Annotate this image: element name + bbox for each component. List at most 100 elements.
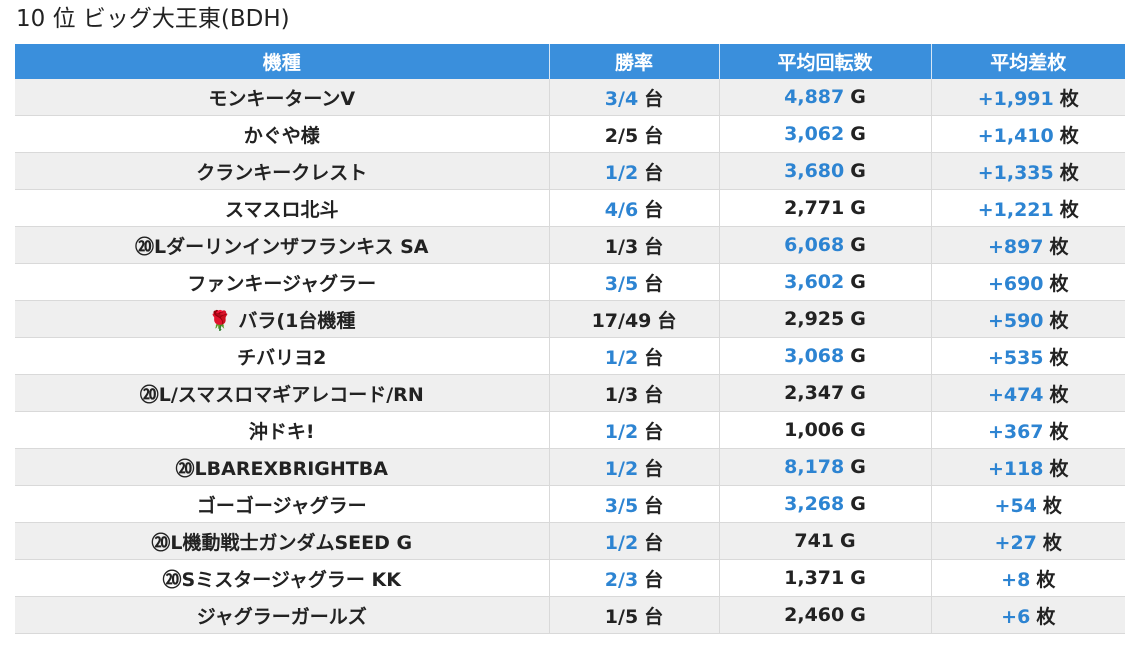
avg-spins-link[interactable]: 8,178 (784, 456, 845, 478)
avg-diff-cell: +8 枚 (931, 559, 1125, 597)
avg-diff-link[interactable]: +474 (987, 383, 1044, 406)
avg-diff-link[interactable]: +535 (987, 346, 1044, 369)
avg-spins-link[interactable]: 3,680 (784, 160, 845, 182)
avg-diff-link[interactable]: +690 (987, 272, 1044, 295)
table-row: クランキークレスト 1/2 台 3,680 G +1,335 枚 (15, 152, 1125, 190)
win-rate-cell: 2/3 台 (549, 559, 720, 597)
avg-spins-link[interactable]: 3,268 (784, 493, 845, 515)
avg-diff-cell: +474 枚 (931, 374, 1125, 412)
avg-spins-cell: 2,925 G (719, 300, 932, 338)
win-rate-link[interactable]: 1/2 (604, 346, 639, 369)
avg-diff-link[interactable]: +1,410 (977, 124, 1054, 147)
avg-spins-unit: G (850, 382, 866, 404)
win-rate-link[interactable]: 3/4 (604, 87, 639, 110)
avg-spins-cell: 1,371 G (719, 559, 932, 597)
avg-diff-link[interactable]: +367 (987, 420, 1044, 443)
avg-diff-cell: +897 枚 (931, 226, 1125, 264)
win-rate-link[interactable]: 3/5 (604, 494, 639, 517)
machine-ranking-table: 機種 勝率 平均回転数 平均差枚 モンキーターンV 3/4 台 4,887 G +1,99… (15, 44, 1125, 634)
avg-diff-cell: +1,410 枚 (931, 115, 1125, 153)
avg-spins-cell: 3,062 G (719, 115, 932, 153)
machine-name: ⑳Sミスタージャグラー KK (15, 559, 550, 597)
machine-name: ジャグラーガールズ (15, 596, 550, 634)
table-row: モンキーターンV 3/4 台 4,887 G +1,991 枚 (15, 79, 1125, 116)
avg-diff-cell: +54 枚 (931, 485, 1125, 523)
avg-spins-unit: G (850, 493, 866, 515)
header-avg-diff[interactable]: 平均差枚 (931, 44, 1125, 79)
avg-diff-cell: +590 枚 (931, 300, 1125, 338)
avg-spins-link[interactable]: 3,602 (784, 271, 845, 293)
win-rate-value: 17/49 (591, 309, 652, 332)
machine-name: スマスロ北斗 (15, 189, 550, 227)
avg-diff-unit: 枚 (1059, 198, 1079, 221)
avg-spins-unit: G (850, 456, 866, 478)
win-rate-unit: 台 (644, 605, 664, 628)
avg-diff-link[interactable]: +118 (987, 457, 1044, 480)
avg-spins-link[interactable]: 4,887 (784, 86, 845, 108)
win-rate-unit: 台 (657, 309, 677, 332)
table-row: ⑳LBAREXBRIGHTBA 1/2 台 8,178 G +118 枚 (15, 448, 1125, 486)
avg-spins-cell: 3,680 G (719, 152, 932, 190)
avg-diff-unit: 枚 (1059, 124, 1079, 147)
table-row: ⑳Sミスタージャグラー KK 2/3 台 1,371 G +8 枚 (15, 559, 1125, 597)
win-rate-unit: 台 (644, 87, 664, 110)
avg-diff-link[interactable]: +8 (1001, 568, 1031, 591)
avg-diff-unit: 枚 (1042, 494, 1062, 517)
avg-diff-link[interactable]: +27 (994, 531, 1037, 554)
table-header-row: 機種 勝率 平均回転数 平均差枚 (15, 44, 1125, 79)
avg-spins-cell: 2,460 G (719, 596, 932, 634)
avg-spins-cell: 6,068 G (719, 226, 932, 264)
win-rate-cell: 3/5 台 (549, 485, 720, 523)
win-rate-cell: 1/3 台 (549, 226, 720, 264)
win-rate-link[interactable]: 1/2 (604, 161, 639, 184)
avg-diff-link[interactable]: +897 (987, 235, 1044, 258)
header-win-rate[interactable]: 勝率 (549, 44, 720, 79)
avg-diff-cell: +118 枚 (931, 448, 1125, 486)
avg-spins-unit: G (850, 160, 866, 182)
avg-diff-unit: 枚 (1049, 346, 1069, 369)
win-rate-unit: 台 (644, 568, 664, 591)
avg-diff-link[interactable]: +1,991 (977, 87, 1054, 110)
machine-name: ⑳LBAREXBRIGHTBA (15, 448, 550, 486)
machine-name: クランキークレスト (15, 152, 550, 190)
win-rate-link[interactable]: 1/2 (604, 420, 639, 443)
win-rate-link[interactable]: 3/5 (604, 272, 639, 295)
header-machine[interactable]: 機種 (15, 44, 550, 79)
win-rate-unit: 台 (644, 531, 664, 554)
win-rate-link[interactable]: 1/2 (604, 531, 639, 554)
avg-diff-cell: +535 枚 (931, 337, 1125, 375)
avg-spins-cell: 741 G (719, 522, 932, 560)
avg-diff-link[interactable]: +1,335 (977, 161, 1054, 184)
avg-spins-link[interactable]: 3,068 (784, 345, 845, 367)
avg-spins-value: 2,771 (784, 197, 845, 219)
avg-diff-link[interactable]: +6 (1001, 605, 1031, 628)
avg-spins-value: 2,460 (784, 604, 845, 626)
win-rate-unit: 台 (644, 198, 664, 221)
avg-diff-unit: 枚 (1049, 309, 1069, 332)
avg-diff-cell: +367 枚 (931, 411, 1125, 449)
avg-diff-unit: 枚 (1059, 87, 1079, 110)
win-rate-unit: 台 (644, 161, 664, 184)
avg-diff-unit: 枚 (1059, 161, 1079, 184)
avg-diff-unit: 枚 (1036, 605, 1056, 628)
machine-name: 沖ドキ! (15, 411, 550, 449)
avg-spins-cell: 3,068 G (719, 337, 932, 375)
avg-diff-unit: 枚 (1049, 383, 1069, 406)
avg-spins-link[interactable]: 3,062 (784, 123, 845, 145)
avg-diff-unit: 枚 (1036, 568, 1056, 591)
header-avg-spins[interactable]: 平均回転数 (719, 44, 932, 79)
table-row: スマスロ北斗 4/6 台 2,771 G +1,221 枚 (15, 189, 1125, 227)
machine-name: 🌹 バラ(1台機種 (15, 300, 550, 338)
win-rate-cell: 3/5 台 (549, 263, 720, 301)
avg-diff-link[interactable]: +54 (994, 494, 1037, 517)
avg-diff-link[interactable]: +590 (987, 309, 1044, 332)
avg-diff-link[interactable]: +1,221 (977, 198, 1054, 221)
win-rate-link[interactable]: 1/2 (604, 457, 639, 480)
avg-spins-link[interactable]: 6,068 (784, 234, 845, 256)
win-rate-value: 2/5 (604, 124, 639, 147)
win-rate-link[interactable]: 4/6 (604, 198, 639, 221)
avg-spins-cell: 2,771 G (719, 189, 932, 227)
avg-spins-cell: 2,347 G (719, 374, 932, 412)
win-rate-link[interactable]: 2/3 (604, 568, 639, 591)
avg-spins-unit: G (840, 530, 856, 552)
